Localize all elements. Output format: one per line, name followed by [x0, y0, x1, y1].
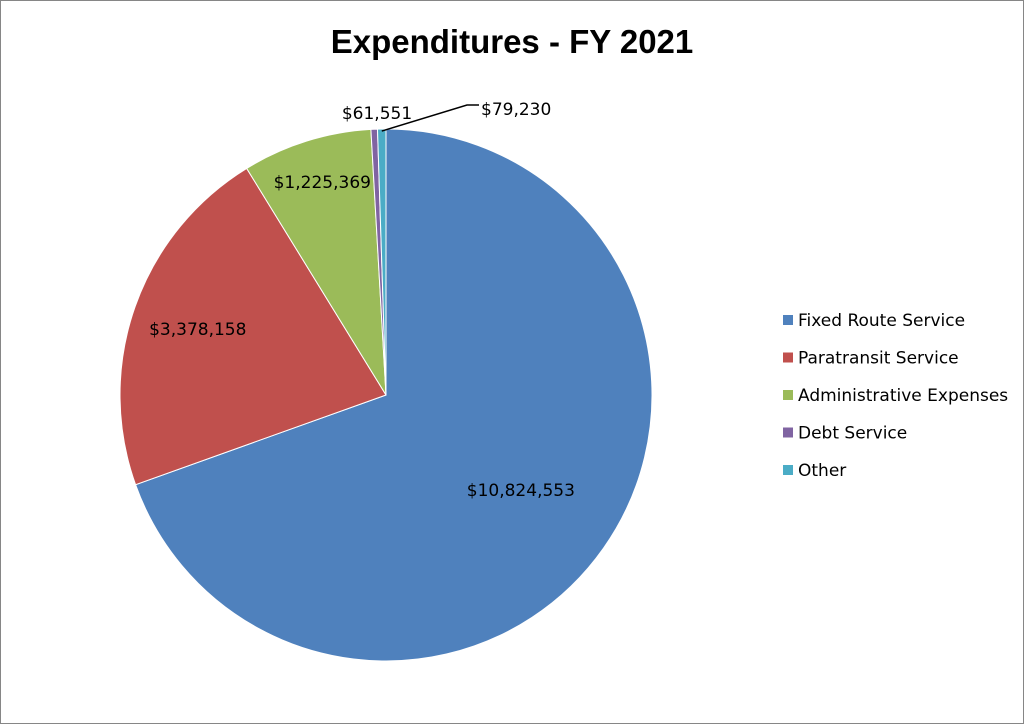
pie-slice-paratransit-service [119, 167, 387, 486]
legend: Fixed Route Service Paratransit Service Ad… [783, 311, 1008, 481]
pie-slice-fixed-route-service [134, 128, 653, 662]
leader-line-other [381, 104, 479, 132]
pie-slice-administrative-expenses [245, 128, 387, 396]
data-labels: $10,824,553 $3,378,158 $1,225,369 $61,551 $7… [149, 100, 575, 501]
leader-lines [381, 104, 479, 132]
legend-label-fixed-route-service: Fixed Route Service [798, 311, 965, 331]
legend-label-debt-service: Debt Service [798, 424, 907, 444]
legend-swatch-other [783, 465, 793, 475]
data-label-fixed-route-service: $10,824,553 [467, 481, 575, 501]
legend-swatch-fixed-route-service [783, 315, 793, 325]
legend-swatch-paratransit-service [783, 352, 793, 363]
legend-swatch-debt-service [783, 427, 793, 438]
data-label-other: $79,230 [481, 100, 551, 120]
chart-title: Expenditures - FY 2021 [331, 23, 694, 60]
data-label-paratransit-service: $3,378,158 [149, 320, 246, 340]
legend-swatch-administrative-expenses [783, 390, 793, 400]
pie-slices [119, 128, 653, 662]
legend-label-administrative-expenses: Administrative Expenses [798, 386, 1008, 406]
legend-label-paratransit-service: Paratransit Service [798, 349, 959, 369]
legend-label-other: Other [798, 461, 846, 481]
data-label-debt-service: $61,551 [342, 104, 412, 124]
data-label-administrative-expenses: $1,225,369 [274, 173, 371, 193]
